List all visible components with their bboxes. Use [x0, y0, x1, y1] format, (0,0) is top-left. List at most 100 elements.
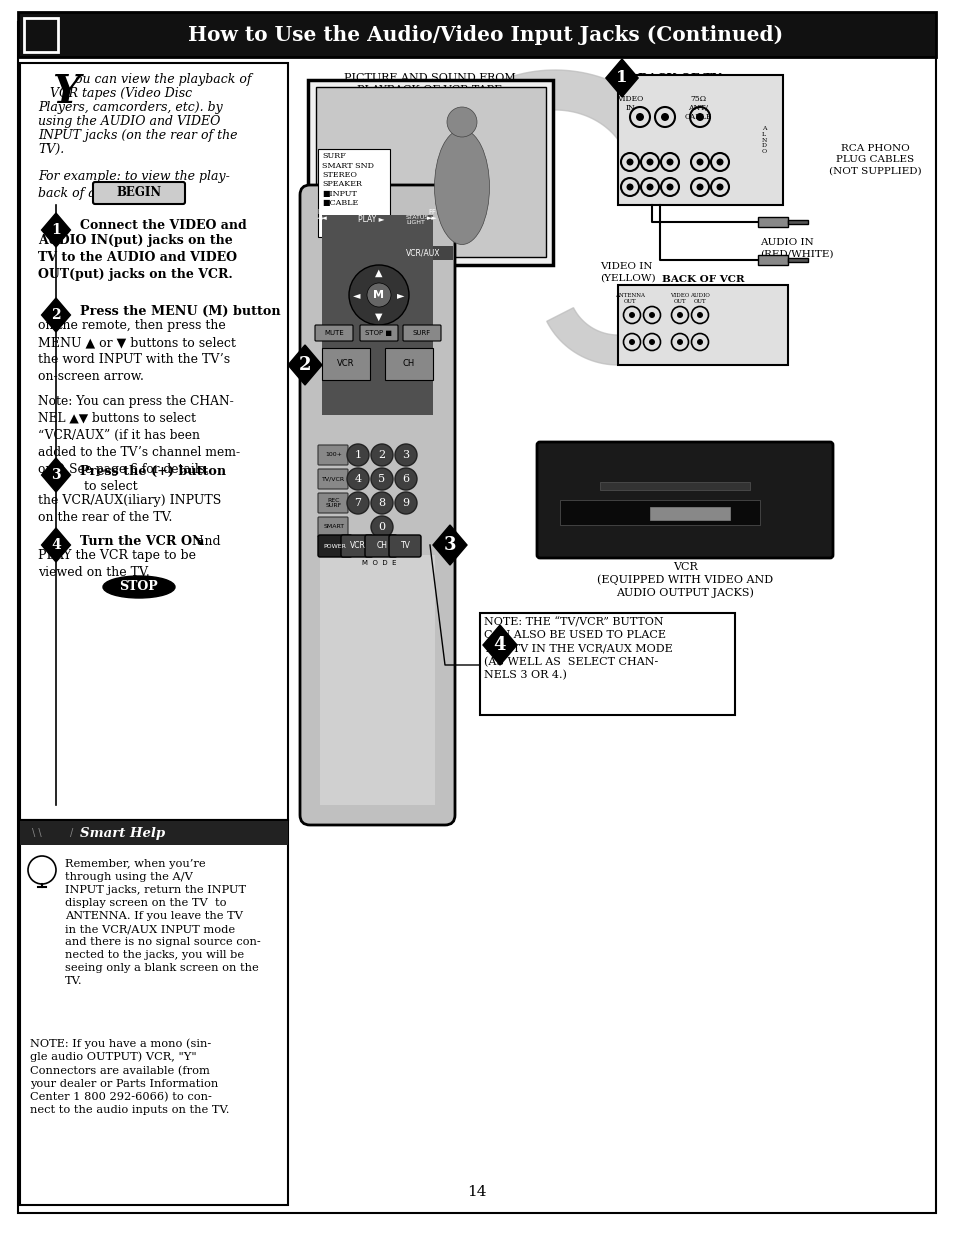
- Text: 5: 5: [378, 474, 385, 484]
- Circle shape: [666, 184, 673, 190]
- Text: 2: 2: [51, 308, 61, 322]
- FancyBboxPatch shape: [537, 442, 832, 558]
- Text: ◄: ◄: [353, 290, 360, 300]
- Text: 3: 3: [443, 536, 456, 555]
- FancyBboxPatch shape: [317, 149, 390, 237]
- Text: VCR
(EQUIPPED WITH VIDEO AND
AUDIO OUTPUT JACKS): VCR (EQUIPPED WITH VIDEO AND AUDIO OUTPU…: [597, 562, 772, 598]
- Text: A
L
N
D
O: A L N D O: [761, 126, 766, 154]
- Text: 14: 14: [467, 1186, 486, 1199]
- Text: M  O  D  E: M O D E: [361, 559, 395, 566]
- Text: /: /: [70, 827, 76, 839]
- Circle shape: [371, 445, 393, 466]
- Polygon shape: [433, 525, 467, 564]
- Text: 1: 1: [51, 224, 61, 237]
- Circle shape: [696, 184, 702, 190]
- FancyBboxPatch shape: [758, 254, 787, 266]
- FancyBboxPatch shape: [314, 325, 353, 341]
- Text: 1: 1: [616, 69, 627, 86]
- FancyBboxPatch shape: [322, 215, 433, 415]
- Text: using the AUDIO and VIDEO: using the AUDIO and VIDEO: [38, 115, 220, 128]
- Circle shape: [697, 338, 702, 345]
- Circle shape: [666, 158, 673, 165]
- Text: 3: 3: [51, 468, 61, 482]
- Text: POWER: POWER: [323, 543, 346, 548]
- Text: PLAY the VCR tape to be
viewed on the TV.: PLAY the VCR tape to be viewed on the TV…: [38, 550, 195, 579]
- Text: How to Use the Audio/Video Input Jacks (Continued): How to Use the Audio/Video Input Jacks (…: [189, 25, 782, 44]
- Text: VCR: VCR: [350, 541, 366, 551]
- Circle shape: [371, 492, 393, 514]
- Text: STOP: STOP: [119, 580, 158, 594]
- Polygon shape: [546, 300, 694, 366]
- Polygon shape: [42, 212, 71, 247]
- Text: Press the MENU (M) button: Press the MENU (M) button: [80, 305, 280, 317]
- Text: 4: 4: [355, 474, 361, 484]
- Polygon shape: [482, 625, 517, 664]
- Circle shape: [626, 158, 633, 165]
- FancyBboxPatch shape: [365, 535, 396, 557]
- Circle shape: [646, 184, 653, 190]
- FancyBboxPatch shape: [317, 517, 348, 537]
- Circle shape: [696, 112, 703, 121]
- Text: VCR/AUX: VCR/AUX: [405, 248, 439, 258]
- Text: VCR tapes (Video Disc: VCR tapes (Video Disc: [38, 86, 192, 100]
- Text: TV: TV: [400, 541, 411, 551]
- Circle shape: [347, 468, 369, 490]
- Circle shape: [347, 492, 369, 514]
- Text: Connect the VIDEO and: Connect the VIDEO and: [80, 219, 247, 232]
- Text: the VCR/AUX(iliary) INPUTS
on the rear of the TV.: the VCR/AUX(iliary) INPUTS on the rear o…: [38, 494, 221, 524]
- Text: ▲: ▲: [375, 268, 382, 278]
- Text: Players, camcorders, etc). by: Players, camcorders, etc). by: [38, 101, 222, 114]
- FancyBboxPatch shape: [385, 348, 433, 380]
- Ellipse shape: [434, 130, 489, 245]
- Text: 75Ω
ANT/
CABLE: 75Ω ANT/ CABLE: [683, 95, 711, 121]
- FancyBboxPatch shape: [787, 258, 807, 262]
- Polygon shape: [42, 529, 71, 562]
- FancyBboxPatch shape: [340, 535, 373, 557]
- Text: NOTE: If you have a mono (sin-
gle audio OUTPUT) VCR, "Y"
Connectors are availab: NOTE: If you have a mono (sin- gle audio…: [30, 1037, 230, 1115]
- FancyBboxPatch shape: [18, 12, 935, 57]
- Text: SMART: SMART: [323, 525, 344, 530]
- Polygon shape: [42, 298, 71, 332]
- Text: SURF
SMART SND
STEREO
SPEAKER
■INPUT
■CABLE: SURF SMART SND STEREO SPEAKER ■INPUT ■CA…: [322, 152, 374, 207]
- Circle shape: [395, 492, 416, 514]
- Ellipse shape: [103, 576, 174, 598]
- Circle shape: [677, 338, 682, 345]
- Text: PLAY ►: PLAY ►: [357, 215, 384, 225]
- Circle shape: [626, 184, 633, 190]
- FancyBboxPatch shape: [20, 820, 288, 1205]
- Text: BACK OF VCR: BACK OF VCR: [661, 275, 743, 284]
- FancyBboxPatch shape: [308, 80, 553, 266]
- Circle shape: [697, 312, 702, 317]
- Polygon shape: [288, 345, 322, 385]
- Text: Note: You can press the CHAN-
NEL ▲▼ buttons to select
“VCR/AUX” (if it has been: Note: You can press the CHAN- NEL ▲▼ but…: [38, 395, 240, 475]
- Text: CH: CH: [376, 541, 387, 551]
- Text: to select: to select: [80, 480, 137, 493]
- Circle shape: [716, 158, 722, 165]
- Text: STOP ■: STOP ■: [365, 330, 392, 336]
- Text: 2: 2: [298, 356, 311, 374]
- Text: 8: 8: [378, 498, 385, 508]
- Text: VIDEO
IN: VIDEO IN: [617, 95, 642, 112]
- FancyBboxPatch shape: [402, 325, 440, 341]
- Circle shape: [395, 445, 416, 466]
- FancyBboxPatch shape: [317, 493, 348, 513]
- Text: Remember, when you’re
through using the A/V
INPUT jacks, return the INPUT
displa: Remember, when you’re through using the …: [65, 860, 260, 987]
- Text: TV/VCR: TV/VCR: [322, 477, 345, 482]
- Text: Turn the VCR ON: Turn the VCR ON: [80, 535, 204, 548]
- Text: PICTURE AND SOUND FROM
PLAYBACK OF VCR TAPE: PICTURE AND SOUND FROM PLAYBACK OF VCR T…: [344, 73, 516, 95]
- Text: and: and: [193, 535, 220, 548]
- Text: AUDIO IN(put) jacks on the
TV to the AUDIO and VIDEO
OUT(put) jacks on the VCR.: AUDIO IN(put) jacks on the TV to the AUD…: [38, 233, 236, 282]
- Text: ANTENNA
OUT: ANTENNA OUT: [615, 293, 644, 304]
- FancyBboxPatch shape: [359, 325, 397, 341]
- Circle shape: [628, 338, 635, 345]
- Polygon shape: [42, 458, 71, 492]
- FancyBboxPatch shape: [389, 535, 420, 557]
- FancyBboxPatch shape: [322, 348, 370, 380]
- FancyBboxPatch shape: [20, 821, 288, 845]
- Text: VIDEO
OUT: VIDEO OUT: [670, 293, 689, 304]
- Text: MUTE: MUTE: [324, 330, 343, 336]
- Text: 6: 6: [402, 474, 409, 484]
- Circle shape: [447, 107, 476, 137]
- Circle shape: [367, 283, 391, 308]
- Text: CH: CH: [402, 359, 415, 368]
